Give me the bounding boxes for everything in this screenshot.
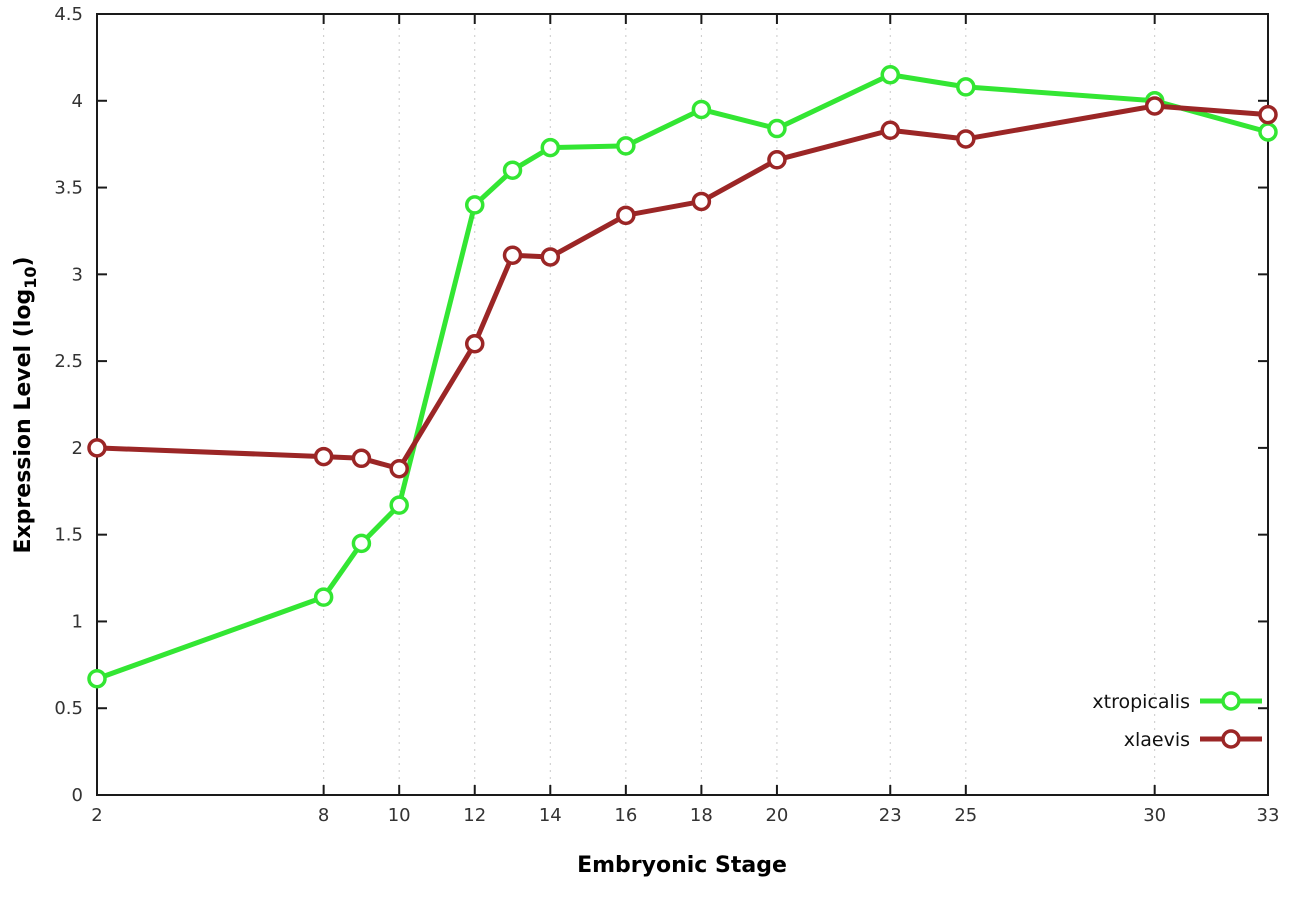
x-tick-label: 25 — [954, 805, 977, 826]
x-tick-label: 2 — [91, 805, 102, 826]
y-tick-label: 2 — [72, 438, 83, 459]
data-point-xtropicalis — [351, 533, 372, 554]
data-point-xtropicalis — [691, 99, 712, 120]
data-series — [87, 64, 1278, 689]
data-point-xlaevis — [956, 129, 976, 149]
x-axis-title: Embryonic Stage — [577, 853, 787, 878]
y-tick-label: 3.5 — [54, 178, 83, 199]
x-tick-label: 33 — [1257, 805, 1280, 826]
data-point-xlaevis — [502, 245, 523, 265]
data-point-xlaevis — [351, 448, 372, 469]
data-point-xtropicalis — [87, 668, 107, 689]
y-axis-title: Expression Level (log10) — [11, 256, 40, 553]
y-tick-label: 2.5 — [54, 351, 83, 372]
x-tick-label: 20 — [765, 805, 788, 826]
legend-label: xtropicalis — [1092, 691, 1190, 713]
data-point-xlaevis — [313, 446, 334, 467]
data-point-xtropicalis — [616, 136, 636, 156]
legend-marker — [1221, 729, 1241, 749]
x-tick-label: 18 — [690, 805, 713, 826]
x-tick-label: 16 — [614, 805, 637, 826]
grid-lines — [323, 14, 1156, 795]
y-tick-label: 3 — [72, 264, 83, 285]
plot-border — [96, 13, 1269, 796]
x-tick-label: 14 — [539, 805, 562, 826]
data-point-xlaevis — [616, 205, 636, 226]
legend-marker — [1221, 691, 1241, 711]
data-point-xtropicalis — [1258, 122, 1278, 142]
legend: xtropicalis xlaevis — [1092, 691, 1262, 751]
data-point-xtropicalis — [540, 137, 561, 158]
y-tick-label: 1.5 — [54, 525, 83, 546]
data-point-xtropicalis — [767, 118, 787, 139]
data-point-xlaevis — [87, 438, 107, 458]
y-tick-label: 4.5 — [54, 4, 83, 25]
data-point-xlaevis — [540, 247, 561, 267]
data-point-xlaevis — [880, 120, 901, 141]
data-point-xlaevis — [691, 191, 712, 212]
x-tick-label: 23 — [879, 805, 902, 826]
y-tick-label: 0 — [72, 785, 83, 806]
axes: 2 8 10 12 14 16 18 20 23 25 30 33 0 0.5 1 1.5 2 2.5 3 3.5 4 4… — [54, 4, 1279, 826]
data-point-xlaevis — [767, 150, 787, 170]
data-point-xtropicalis — [389, 495, 409, 515]
series-line-xlaevis — [94, 103, 1271, 472]
legend-label: xlaevis — [1124, 729, 1190, 751]
data-point-xlaevis — [389, 458, 409, 479]
data-point-xtropicalis — [464, 195, 485, 215]
x-tick-label: 30 — [1143, 805, 1166, 826]
legend-item-xtropicalis: xtropicalis — [1092, 691, 1262, 713]
data-point-xlaevis — [1144, 96, 1165, 116]
data-point-xtropicalis — [956, 77, 976, 97]
x-tick-label: 12 — [463, 805, 486, 826]
x-tick-label: 8 — [318, 805, 329, 826]
data-point-xtropicalis — [880, 64, 901, 85]
legend-item-xlaevis: xlaevis — [1124, 729, 1262, 751]
data-point-xlaevis — [1258, 104, 1278, 125]
y-tick-label: 1 — [72, 611, 83, 632]
series-line-xtropicalis — [94, 72, 1271, 682]
x-tick-label: 10 — [388, 805, 411, 826]
data-point-xlaevis — [464, 334, 485, 354]
data-point-xtropicalis — [502, 160, 523, 180]
data-point-xtropicalis — [313, 587, 334, 607]
y-tick-label: 4 — [72, 91, 83, 112]
y-tick-label: 0.5 — [54, 698, 83, 719]
